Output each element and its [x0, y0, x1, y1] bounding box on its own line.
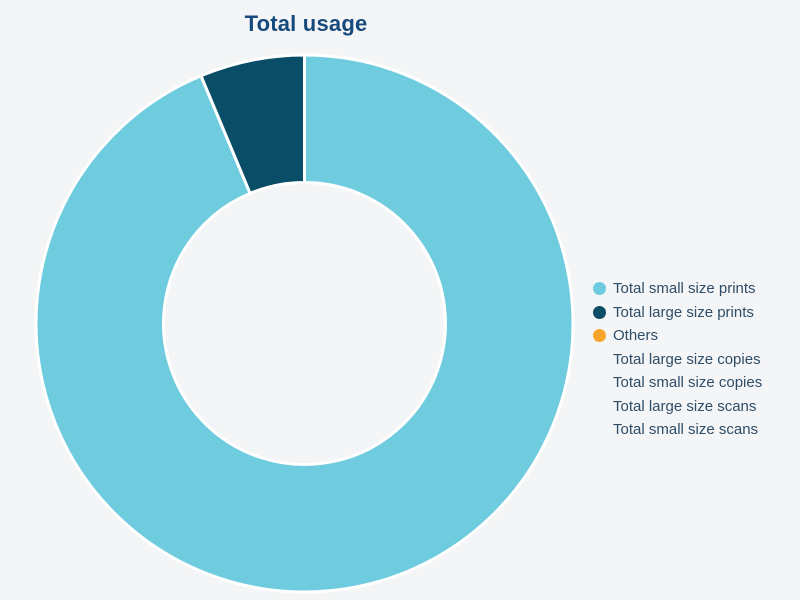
legend-label: Total large size scans: [613, 397, 757, 415]
donut-segment-total-large-size-prints[interactable]: [199, 53, 306, 196]
legend-label: Total large size prints: [613, 303, 754, 321]
legend-item-total-small-size-prints[interactable]: Total small size prints: [593, 277, 762, 301]
legend-item-others[interactable]: Others: [593, 324, 762, 348]
legend-item-total-large-size-scans[interactable]: Total large size scans: [593, 395, 762, 419]
legend-label: Others: [613, 327, 659, 345]
legend-item-total-small-size-copies[interactable]: Total small size copies: [593, 371, 762, 395]
donut-segment-total-small-size-prints[interactable]: [34, 53, 575, 594]
legend-item-total-small-size-scans[interactable]: Total small size scans: [593, 418, 762, 442]
legend-label: Total small size scans: [613, 421, 759, 439]
legend-label: Total large size copies: [613, 350, 761, 368]
legend-label: Total small size copies: [613, 374, 763, 392]
legend-marker-icon: [593, 305, 606, 319]
legend-marker-icon: [593, 282, 606, 296]
chart-title: Total usage: [244, 11, 368, 36]
legend-label: Total small size prints: [613, 280, 756, 298]
legend-marker-icon: [593, 329, 606, 343]
chart-legend: Total small size prints Total large size …: [593, 277, 762, 442]
legend-item-total-large-size-copies[interactable]: Total large size copies: [593, 348, 762, 372]
legend-item-total-large-size-prints[interactable]: Total large size prints: [593, 301, 762, 325]
